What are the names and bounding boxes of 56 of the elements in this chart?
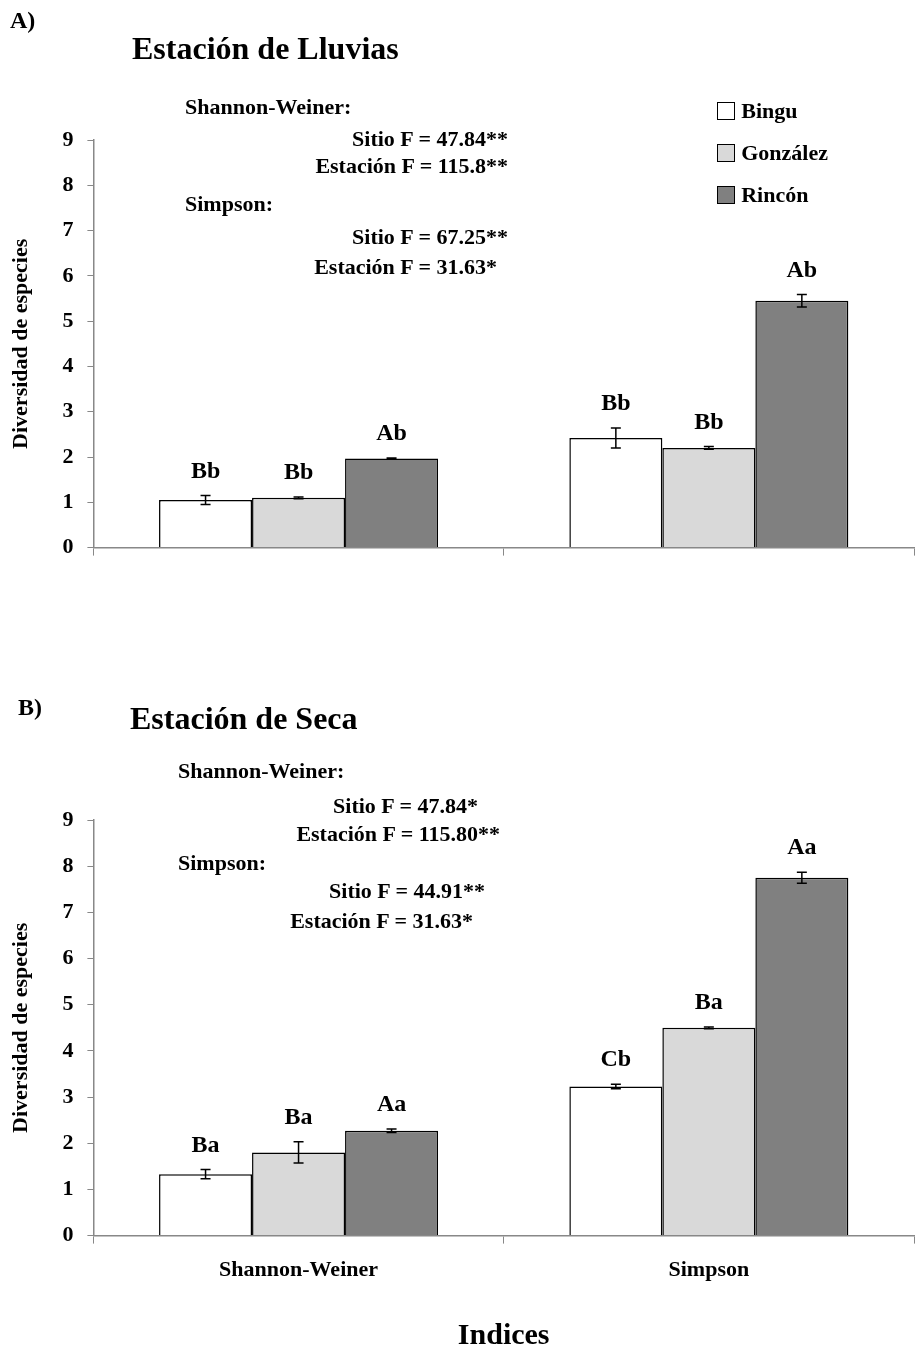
annotation: Sitio F = 47.84** (352, 126, 508, 151)
data-label: Aa (787, 833, 817, 860)
legend-label: Bingu (741, 98, 798, 124)
y-tick-label: 2 (62, 442, 74, 468)
legend-label: Rincón (741, 182, 809, 208)
y-tick-label: 6 (62, 261, 74, 287)
text: Sitio F = 47.84* (333, 793, 478, 818)
y-tick-label: 1 (62, 488, 74, 513)
y-tick-label: 4 (62, 352, 74, 378)
chart-title: Estación de Seca (130, 700, 358, 736)
text: A) (10, 7, 36, 33)
y-tick-label: 8 (62, 851, 74, 877)
y-tick-label: 3 (62, 1082, 74, 1108)
data-label: Ba (191, 1130, 220, 1157)
annotation: Estación F = 31.63* (290, 908, 473, 933)
y-tick-label: 9 (62, 125, 74, 151)
y-tick-label: 8 (62, 170, 74, 196)
annotation: Estación F = 31.63* (314, 254, 497, 279)
y-tick-label: 3 (62, 397, 74, 423)
x-tick-label: Simpson (668, 1256, 750, 1282)
text: B) (18, 694, 42, 720)
y-tick-label: 0 (62, 1221, 74, 1247)
data-label: Bb (694, 407, 724, 434)
y-tick-label: 0 (62, 533, 74, 559)
chart-title: Estación de Lluvias (132, 30, 399, 66)
y-tick-label: 5 (62, 306, 74, 332)
y-tick-label: 5 (62, 990, 74, 1016)
data-label: Bb (283, 458, 314, 485)
y-tick-label: 7 (62, 216, 74, 242)
x-tick-label: Shannon-Weiner (219, 1256, 379, 1282)
y-tick-label: 7 (62, 898, 74, 924)
text: Shannon-Weiner: (185, 94, 352, 119)
y-tick-label: 1 (62, 1175, 74, 1201)
legend-label: González (741, 140, 828, 166)
annotation: Sitio F = 44.91** (329, 878, 485, 903)
data-label: Bb (190, 456, 221, 483)
y-tick-label: 2 (62, 1128, 74, 1154)
annotation: Simpson: (185, 191, 274, 216)
data-label: Cb (600, 1045, 632, 1072)
data-label: Ab (376, 419, 407, 446)
data-label: Ba (694, 988, 723, 1015)
y-tick-label: 6 (62, 944, 74, 970)
data-label: Ab (786, 255, 818, 282)
annotation: Estación F = 115.80** (296, 821, 500, 846)
data-label: Aa (376, 1090, 407, 1117)
data-label: Bb (601, 389, 631, 416)
text: Shannon-Weiner: (178, 758, 345, 783)
annotation: Sitio F = 67.25** (352, 224, 508, 249)
y-tick-label: 4 (62, 1036, 74, 1062)
y-axis-title: Diversidad de especies (6, 238, 32, 449)
annotation: Simpson: (178, 850, 267, 875)
y-axis-title: Diversidad de especies (6, 922, 32, 1133)
x-axis-title: Indices (457, 1316, 550, 1350)
y-tick-label: 9 (62, 805, 74, 831)
data-label: Ba (284, 1103, 313, 1130)
annotation: Estación F = 115.8** (315, 153, 508, 178)
